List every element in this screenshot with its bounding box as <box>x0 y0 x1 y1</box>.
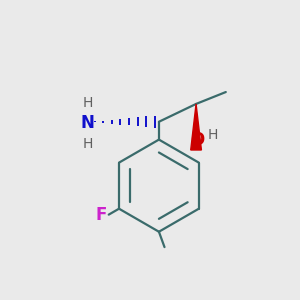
Text: N: N <box>81 114 94 132</box>
Polygon shape <box>191 104 201 150</box>
Text: H: H <box>82 136 93 151</box>
Text: O: O <box>190 130 205 148</box>
Text: F: F <box>96 206 107 224</box>
Text: H: H <box>207 128 218 142</box>
Text: H: H <box>82 96 93 110</box>
